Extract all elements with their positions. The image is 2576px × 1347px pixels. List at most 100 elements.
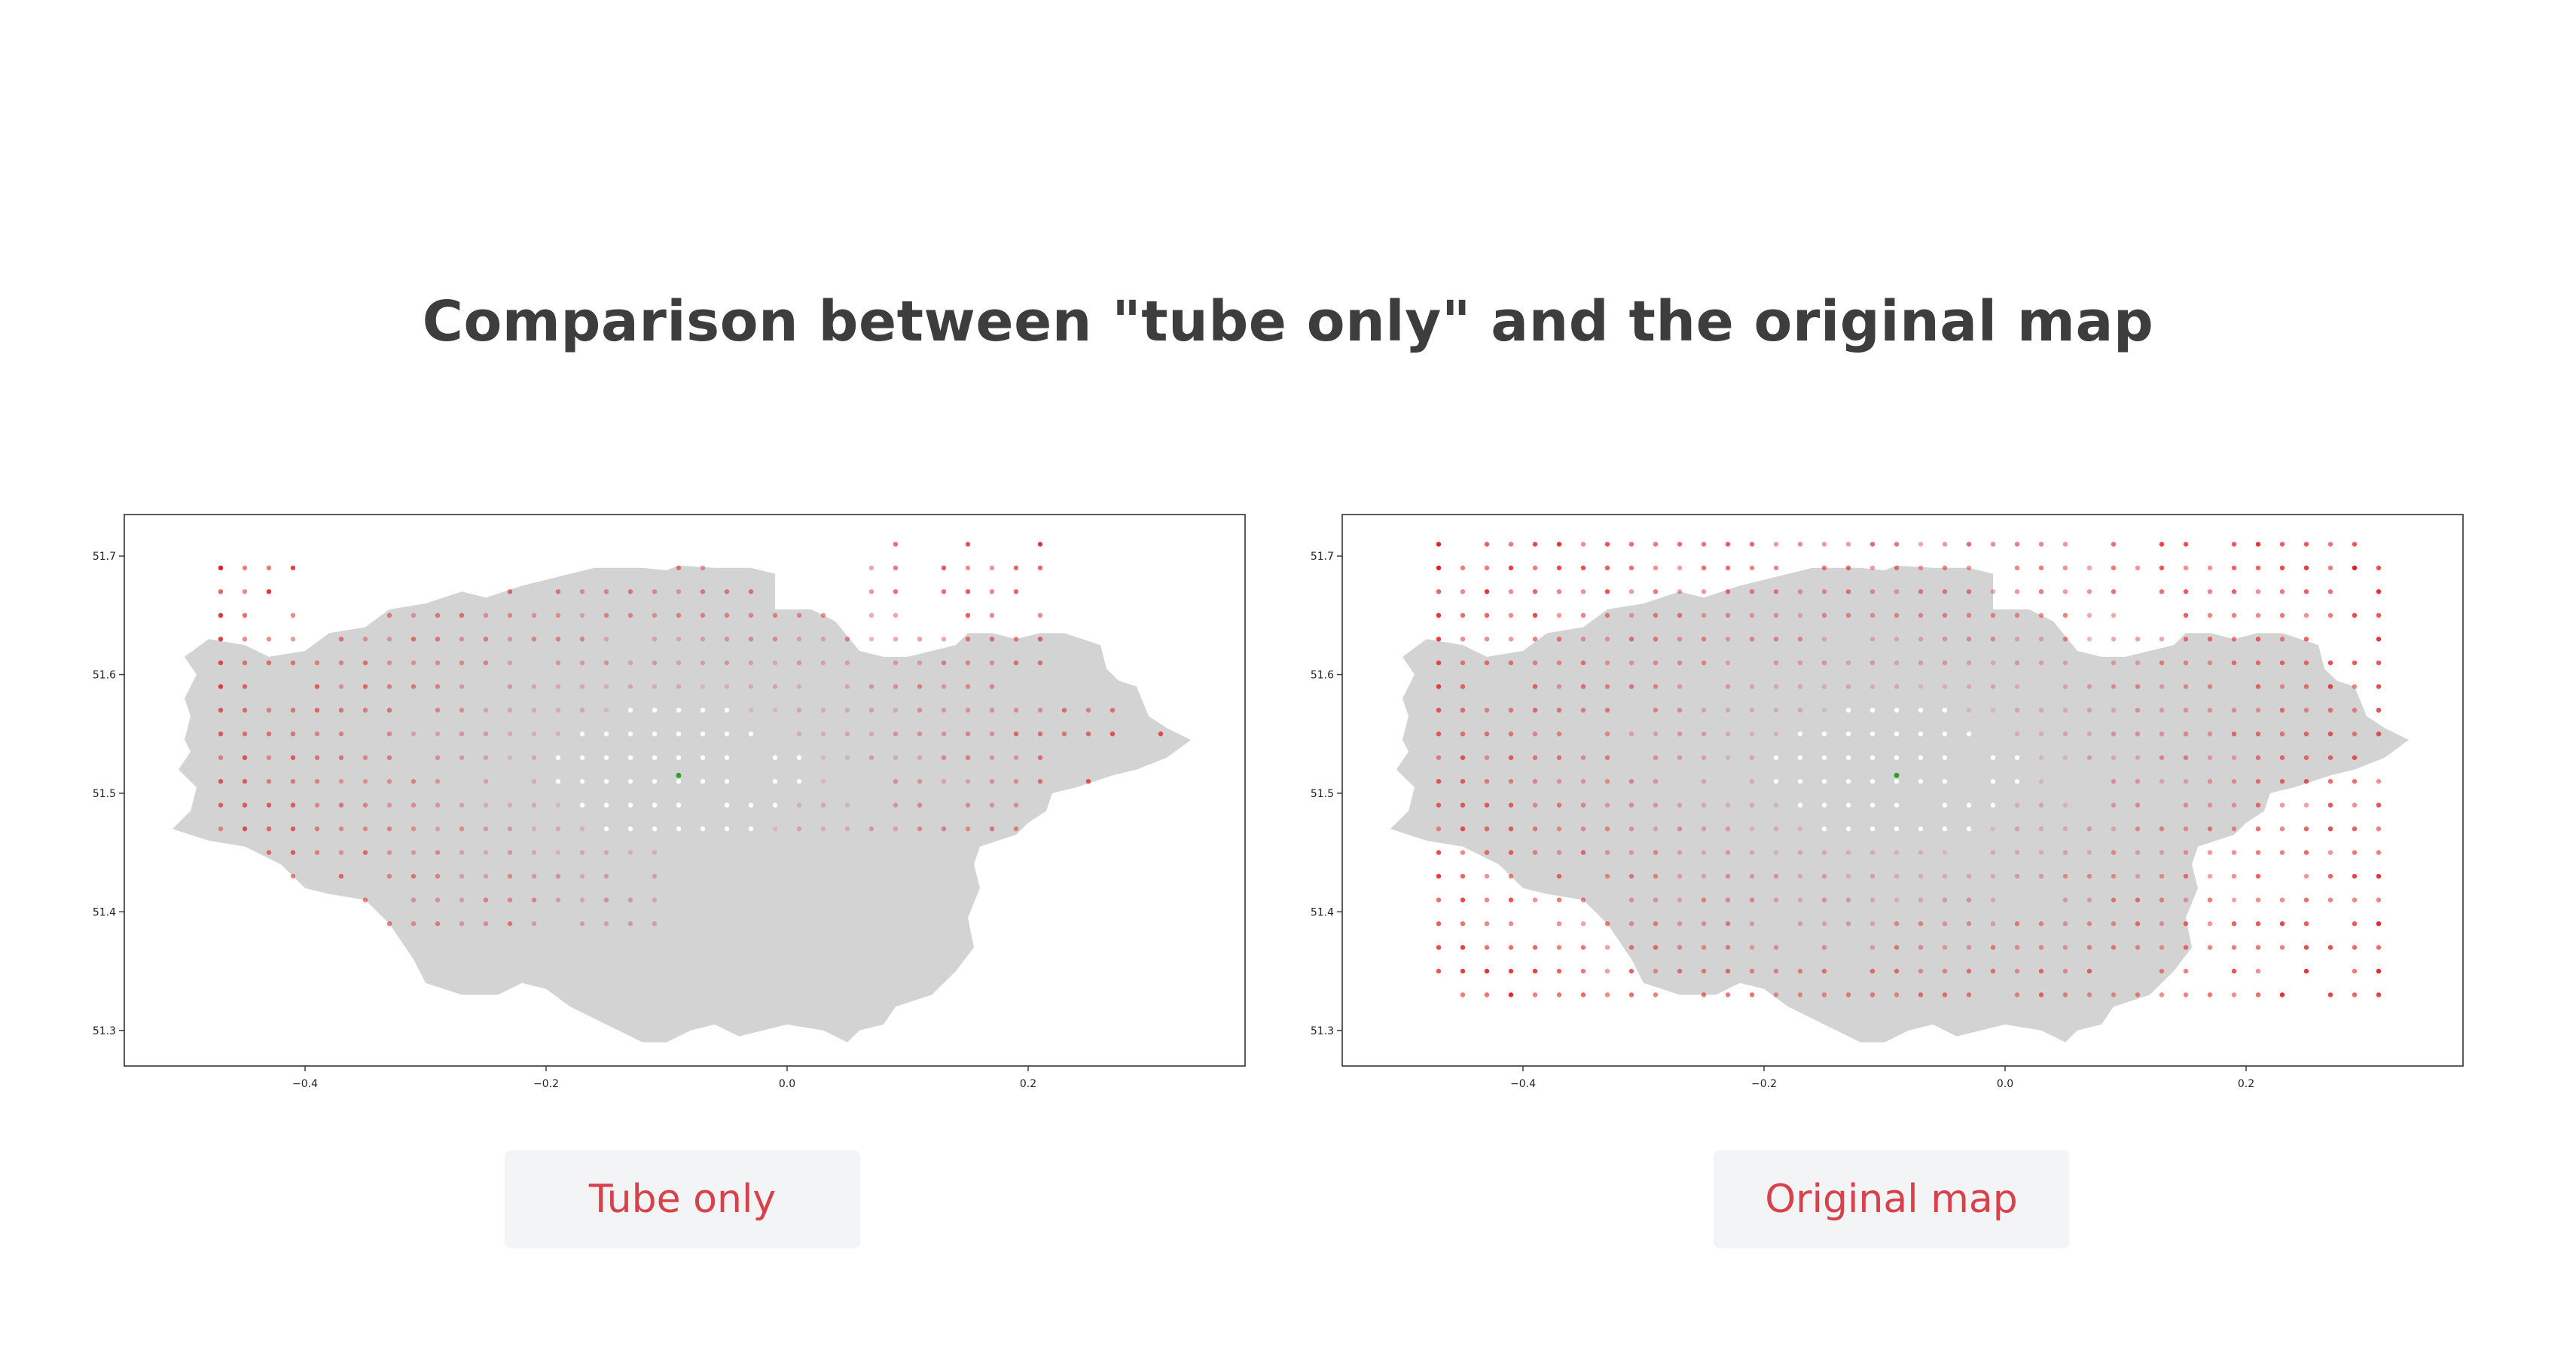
grid-point — [965, 732, 971, 737]
grid-point — [1085, 732, 1091, 737]
grid-point — [338, 873, 344, 879]
grid-point — [2303, 826, 2309, 832]
grid-point — [724, 660, 730, 665]
grid-point — [314, 850, 320, 855]
grid-point — [2303, 968, 2309, 974]
grid-point — [868, 707, 874, 713]
x-tick-label: −0.2 — [533, 1078, 559, 1090]
grid-point — [2303, 755, 2309, 760]
grid-point — [266, 779, 272, 784]
grid-point — [2014, 660, 2020, 665]
grid-point — [2207, 732, 2213, 737]
grid-point — [1966, 660, 1972, 665]
grid-point — [1894, 755, 1900, 760]
grid-point — [1725, 542, 1731, 547]
grid-point — [2038, 921, 2044, 927]
grid-point — [2135, 637, 2141, 642]
grid-point — [2183, 542, 2189, 547]
grid-point — [965, 707, 971, 713]
grid-point — [1749, 968, 1755, 974]
grid-point — [2062, 921, 2068, 927]
grid-point — [362, 707, 368, 713]
grid-point — [266, 826, 272, 832]
grid-point — [724, 802, 730, 808]
grid-point — [2062, 542, 2068, 547]
grid-point — [2159, 826, 2165, 832]
grid-point — [531, 921, 537, 927]
grid-point — [917, 637, 923, 642]
grid-point — [603, 755, 609, 760]
grid-point — [2376, 968, 2382, 974]
grid-point — [627, 897, 633, 903]
grid-point — [338, 637, 344, 642]
grid-point — [1918, 826, 1924, 832]
grid-point — [579, 684, 585, 689]
grid-point — [1845, 779, 1851, 784]
grid-point — [1653, 637, 1659, 642]
grid-point — [700, 755, 706, 760]
grid-point — [1677, 660, 1683, 665]
grid-point — [555, 779, 561, 784]
grid-point — [459, 732, 465, 737]
grid-point — [1725, 992, 1731, 997]
grid-point — [386, 660, 392, 665]
grid-point — [290, 660, 296, 665]
grid-point — [1942, 565, 1948, 570]
grid-point — [266, 732, 272, 737]
grid-point — [1725, 565, 1731, 570]
grid-point — [724, 589, 730, 594]
grid-point — [820, 755, 826, 760]
grid-point — [1484, 850, 1490, 855]
grid-point — [2014, 968, 2020, 974]
grid-point — [362, 779, 368, 784]
grid-point — [411, 637, 417, 642]
grid-point — [2038, 707, 2044, 713]
grid-point — [507, 897, 513, 903]
grid-point — [218, 589, 224, 594]
grid-point — [1821, 897, 1827, 903]
grid-point — [1677, 968, 1683, 974]
grid-point — [772, 637, 778, 642]
grid-point — [700, 565, 706, 570]
grid-point — [1508, 873, 1514, 879]
grid-point — [2231, 660, 2237, 665]
grid-point — [1653, 779, 1659, 784]
grid-point — [2183, 660, 2189, 665]
grid-point — [1990, 589, 1996, 594]
grid-point — [1942, 802, 1948, 808]
grid-point — [579, 732, 585, 737]
grid-point — [1037, 660, 1043, 665]
grid-point — [1749, 779, 1755, 784]
grid-point — [1821, 732, 1827, 737]
grid-point — [868, 732, 874, 737]
grid-point — [2159, 589, 2165, 594]
grid-point — [1556, 565, 1562, 570]
grid-point — [579, 802, 585, 808]
grid-point — [2231, 826, 2237, 832]
y-tick-label: 51.6 — [93, 670, 116, 682]
grid-point — [2086, 992, 2092, 997]
grid-point — [1773, 873, 1779, 879]
grid-point — [893, 826, 899, 832]
grid-point — [1013, 802, 1019, 808]
grid-point — [362, 684, 368, 689]
grid-point — [941, 707, 947, 713]
grid-point — [218, 660, 224, 665]
grid-point — [603, 826, 609, 832]
grid-point — [603, 684, 609, 689]
grid-point — [507, 612, 513, 618]
grid-point — [1894, 637, 1900, 642]
grid-point — [989, 826, 995, 832]
grid-point — [1653, 945, 1659, 950]
grid-point — [1460, 921, 1466, 927]
grid-point — [1556, 779, 1562, 784]
grid-point — [507, 684, 513, 689]
grid-point — [748, 589, 754, 594]
grid-point — [242, 660, 248, 665]
grid-point — [2183, 968, 2189, 974]
grid-point — [2376, 660, 2382, 665]
grid-point — [844, 732, 850, 737]
grid-point — [1556, 589, 1562, 594]
grid-point — [748, 612, 754, 618]
grid-point — [724, 755, 730, 760]
